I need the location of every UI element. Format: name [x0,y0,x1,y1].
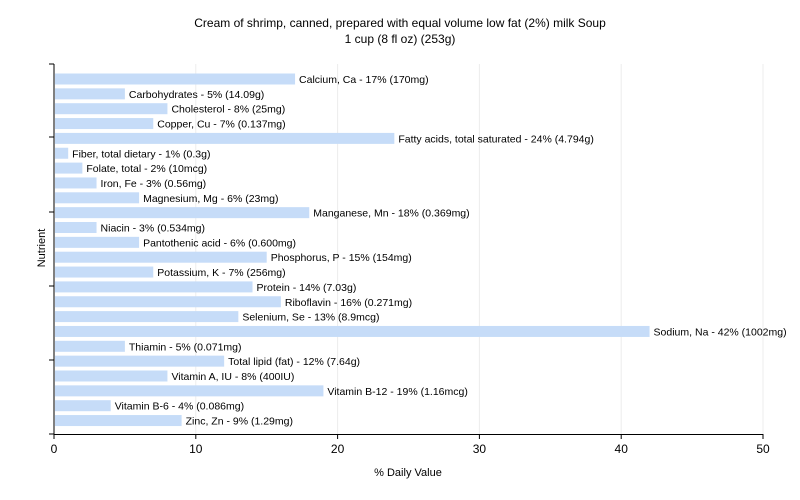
bar-label: Cholesterol - 8% (25mg) [171,104,285,116]
plot-area [54,64,763,434]
bar-label: Fatty acids, total saturated - 24% (4.79… [398,133,594,145]
bar [55,370,168,382]
bar [55,340,125,352]
bar [55,325,650,337]
x-tick-label: 30 [473,442,487,456]
bar-label: Total lipid (fat) - 12% (7.64g) [228,356,360,368]
bar [55,147,69,159]
x-tick-label: 20 [331,442,345,456]
bar-label: Pantothenic acid - 6% (0.600mg) [143,237,296,249]
bar [55,415,182,427]
chart-title: Cream of shrimp, canned, prepared with e… [0,15,800,47]
bar [55,177,97,189]
bar [55,103,168,115]
bar-label: Vitamin B-6 - 4% (0.086mg) [115,401,244,413]
bar [55,222,97,233]
bar [55,88,125,100]
chart-title-line1: Cream of shrimp, canned, prepared with e… [194,16,606,30]
bar [55,118,154,130]
bar-label: Vitamin B-12 - 19% (1.16mcg) [327,386,467,398]
x-axis-title: % Daily Value [374,467,442,479]
bar-label: Calcium, Ca - 17% (170mg) [299,74,429,86]
chart-title-line2: 1 cup (8 fl oz) (253g) [344,32,456,46]
bar [55,266,154,278]
gridlines [54,64,764,434]
bar-label: Manganese, Mn - 18% (0.369mg) [313,208,469,220]
bar-label: Niacin - 3% (0.534mg) [101,223,205,235]
bar-label: Zinc, Zn - 9% (1.29mg) [186,416,293,428]
bar [55,296,281,308]
bar-label: Phosphorus, P - 15% (154mg) [271,252,412,264]
y-axis-title: Nutrient [36,229,48,268]
bar [55,311,239,323]
bar-label: Sodium, Na - 42% (1002mg) [654,326,787,338]
bar [55,132,395,144]
bar-label: Fiber, total dietary - 1% (0.3g) [72,148,210,160]
bar-label: Riboflavin - 16% (0.271mg) [285,297,412,309]
bar [55,385,324,397]
x-tick-label: 10 [189,442,203,456]
bar [55,207,310,219]
bar-label: Iron, Fe - 3% (0.56mg) [101,178,207,190]
bar [55,162,83,174]
bar [55,281,253,293]
bar [55,251,267,263]
x-tick-label: 40 [615,442,629,456]
x-tick-label: 0 [51,442,58,456]
bar [55,355,225,367]
x-ticks: 0 10 20 30 40 50 [51,434,770,456]
axes [49,63,763,435]
bar [55,192,140,204]
bar [55,236,140,248]
bar-label: Vitamin A, IU - 8% (400IU) [171,371,294,383]
bar-label: Copper, Cu - 7% (0.137mg) [157,119,285,131]
bar-label: Folate, total - 2% (10mcg) [86,163,207,175]
bar-label: Protein - 14% (7.03g) [257,282,357,294]
bar-label: Magnesium, Mg - 6% (23mg) [143,193,278,205]
bar-label: Selenium, Se - 13% (8.9mcg) [242,312,379,324]
bar [55,400,111,412]
bar-label: Carbohydrates - 5% (14.09g) [129,89,264,101]
x-tick-label: 50 [756,442,770,456]
bar [55,73,296,85]
bars: Calcium, Ca - 17% (170mg) Carbohydrates -… [55,73,787,428]
bar-label: Potassium, K - 7% (256mg) [157,267,285,279]
bar-label: Thiamin - 5% (0.071mg) [129,341,242,353]
